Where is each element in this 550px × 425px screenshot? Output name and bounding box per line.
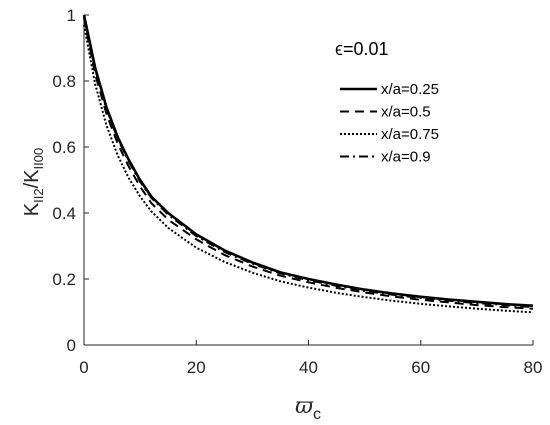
series-line-3	[83, 24, 534, 314]
series-lines	[82, 14, 534, 314]
series-line-1	[82, 14, 534, 307]
x-tick-label: 20	[187, 358, 206, 377]
x-tick-label: 0	[79, 358, 88, 377]
y-tick-label: 0.6	[52, 138, 76, 157]
svg-text:KII2/KII00: KII2/KII00	[21, 148, 46, 216]
x-tick-label: 60	[411, 358, 430, 377]
legend-label: x/a=0.75	[381, 126, 439, 143]
y-tick-label: 0.8	[52, 72, 76, 91]
series-line-2	[83, 18, 534, 310]
series-line-4	[83, 16, 534, 309]
x-tick-label: 80	[524, 358, 543, 377]
plot-axes	[83, 15, 533, 346]
epsilon-annotation: ϵ=0.01	[335, 39, 389, 59]
legend-label: x/a=0.5	[381, 104, 431, 121]
legend-label: x/a=0.25	[381, 81, 439, 98]
y-axis-label: KII2/KII00	[21, 148, 46, 216]
axis-ticks: 0 20 40 60 80 0 0.2 0.4 0.6 0.8 1	[52, 6, 542, 377]
x-tick-label: 40	[299, 358, 318, 377]
y-tick-label: 1	[67, 6, 76, 25]
x-axis-label: ϖc	[295, 394, 321, 423]
y-tick-label: 0.2	[52, 270, 76, 289]
legend-label: x/a=0.9	[381, 149, 431, 166]
legend: x/a=0.25 x/a=0.5 x/a=0.75 x/a=0.9	[340, 81, 439, 166]
y-tick-label: 0	[67, 336, 76, 355]
y-tick-label: 0.4	[52, 204, 76, 223]
